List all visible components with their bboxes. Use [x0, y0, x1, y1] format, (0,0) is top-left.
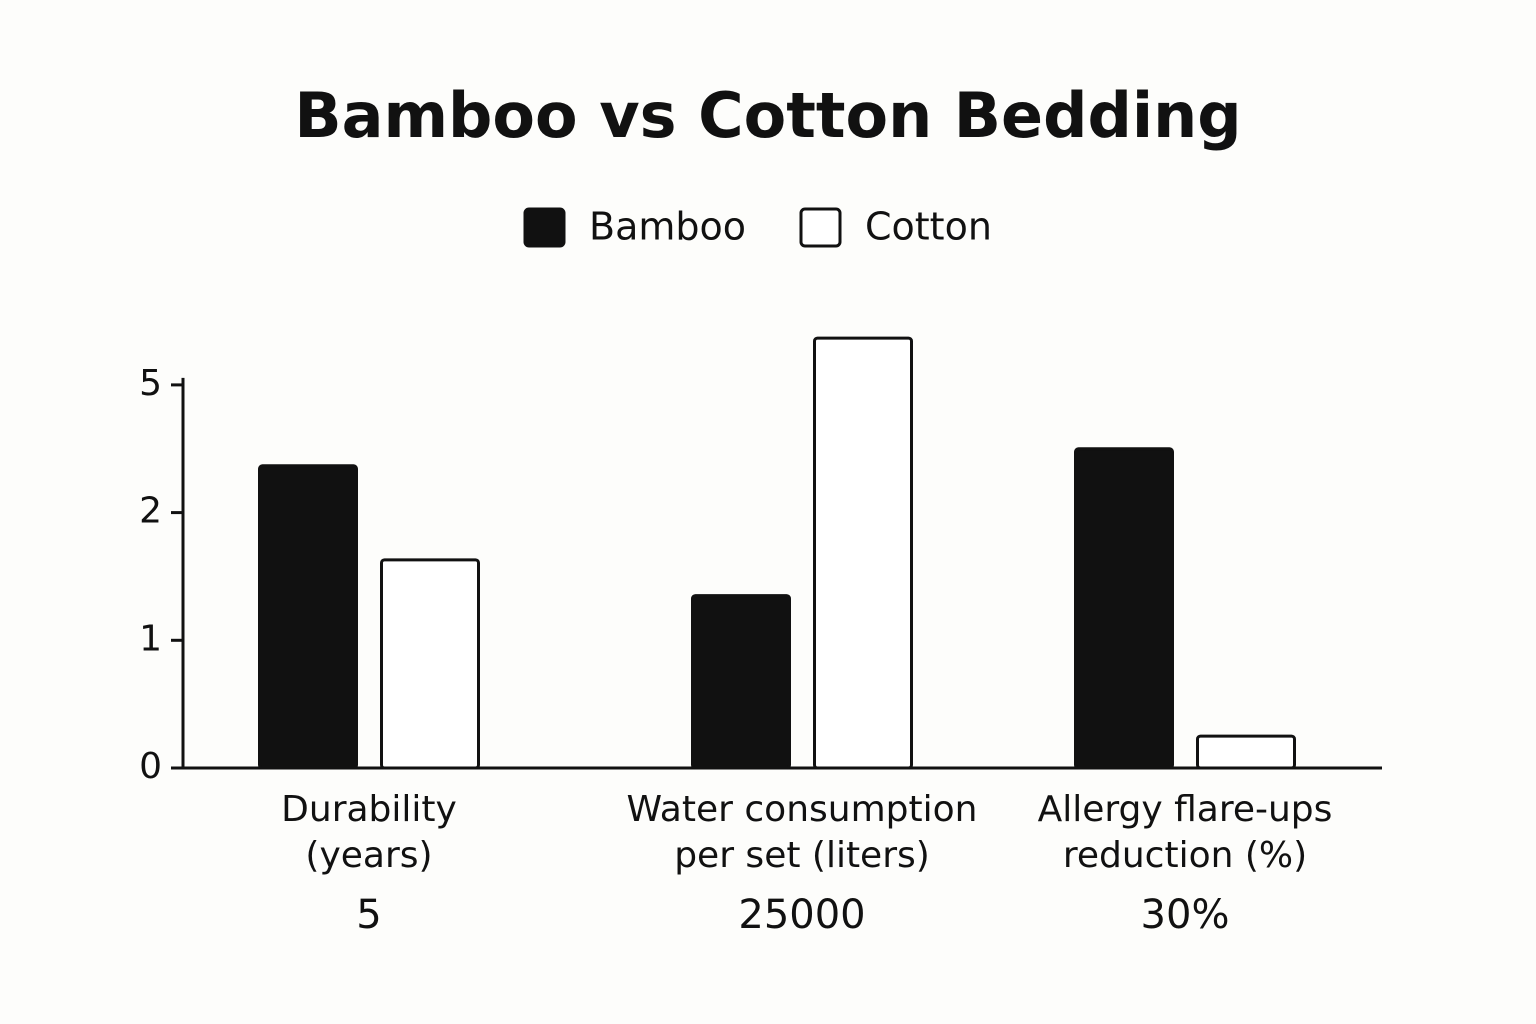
annotation: 5: [356, 892, 381, 938]
bar: [691, 594, 791, 770]
x-tick-label: per set (liters): [674, 835, 930, 876]
x-tick-label: Durability: [281, 789, 457, 830]
legend-label: Cotton: [865, 205, 992, 249]
x-tick-label: Water consumption: [627, 789, 978, 830]
bar: [380, 558, 480, 770]
x-tick-label: reduction (%): [1063, 835, 1307, 876]
annotation: 25000: [738, 892, 865, 938]
legend-swatch: [799, 207, 842, 248]
chart-title: Bamboo vs Cotton Bedding: [294, 79, 1241, 152]
bar: [813, 336, 913, 770]
x-tick-label: Allergy flare-ups: [1038, 789, 1333, 830]
bar: [1074, 447, 1174, 770]
y-tick-label: 2: [139, 491, 162, 532]
bar: [258, 464, 358, 770]
bar: [1196, 734, 1296, 770]
annotation: 30%: [1141, 892, 1230, 938]
y-tick-label: 5: [139, 363, 162, 404]
y-tick-label: 0: [139, 746, 162, 787]
x-tick-label: (years): [305, 835, 432, 876]
y-tick-label: 1: [139, 618, 162, 659]
legend-label: Bamboo: [589, 205, 746, 249]
legend-swatch: [523, 207, 566, 248]
